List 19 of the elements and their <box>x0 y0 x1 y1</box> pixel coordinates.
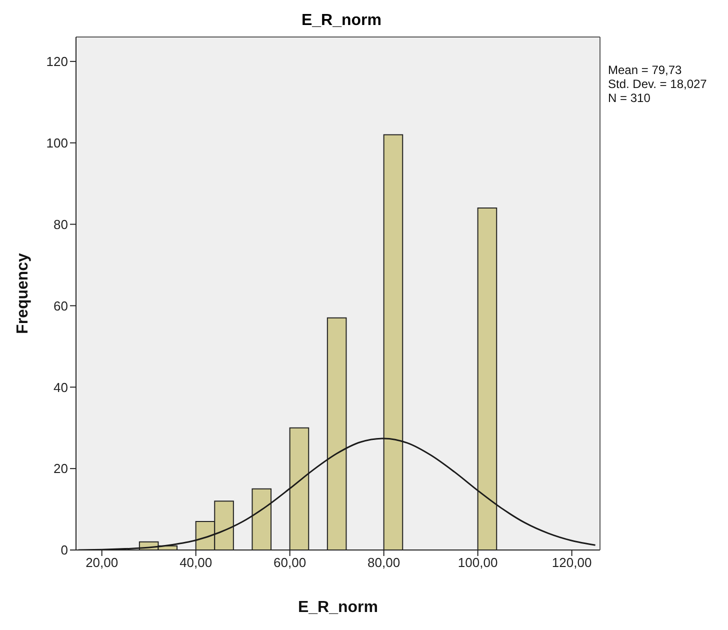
x-tick-label: 20,00 <box>86 555 118 570</box>
text: Std. Dev. = 18,027 <box>608 77 707 91</box>
y-tick-label: 100 <box>46 135 68 150</box>
y-tick-label: 120 <box>46 54 68 70</box>
x-tick-label: 40,00 <box>180 555 212 570</box>
y-tick-label: 0 <box>60 542 68 558</box>
text: N = 310 <box>608 91 652 105</box>
x-tick-label: 120,00 <box>552 555 592 570</box>
y-tick-label: 20 <box>54 461 68 476</box>
x-tick-label: 80,00 <box>368 555 400 570</box>
x-tick-label: 60,00 <box>274 555 306 570</box>
text: Mean = 79,73 <box>608 63 683 77</box>
y-tick-label: 60 <box>54 298 68 314</box>
chart-title: E_R_norm <box>300 12 383 30</box>
x-tick-label: 100,00 <box>458 555 498 570</box>
x-axis-title: E_R_norm <box>298 599 378 616</box>
y-axis-title: Frequency <box>14 252 32 334</box>
y-tick-label: 80 <box>54 216 68 232</box>
y-tick-label: 40 <box>54 380 68 395</box>
